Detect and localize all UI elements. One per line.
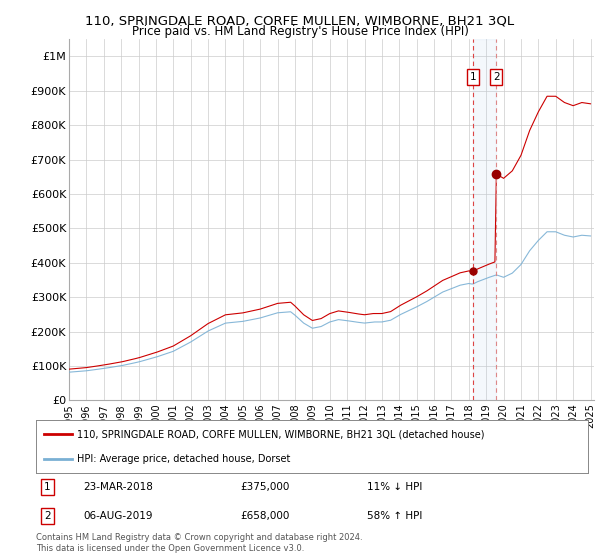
Text: 23-MAR-2018: 23-MAR-2018 <box>83 482 153 492</box>
Text: Price paid vs. HM Land Registry's House Price Index (HPI): Price paid vs. HM Land Registry's House … <box>131 25 469 38</box>
Bar <box>473 39 496 400</box>
Text: HPI: Average price, detached house, Dorset: HPI: Average price, detached house, Dors… <box>77 454 291 464</box>
Text: Contains HM Land Registry data © Crown copyright and database right 2024.
This d: Contains HM Land Registry data © Crown c… <box>36 533 362 553</box>
Text: 1: 1 <box>469 72 476 82</box>
Text: 06-AUG-2019: 06-AUG-2019 <box>83 511 152 521</box>
Text: 110, SPRINGDALE ROAD, CORFE MULLEN, WIMBORNE, BH21 3QL: 110, SPRINGDALE ROAD, CORFE MULLEN, WIMB… <box>85 14 515 27</box>
Text: 2: 2 <box>493 72 500 82</box>
Text: 110, SPRINGDALE ROAD, CORFE MULLEN, WIMBORNE, BH21 3QL (detached house): 110, SPRINGDALE ROAD, CORFE MULLEN, WIMB… <box>77 430 485 440</box>
Text: 1: 1 <box>44 482 51 492</box>
Text: 2: 2 <box>44 511 51 521</box>
Text: £658,000: £658,000 <box>240 511 290 521</box>
Text: 58% ↑ HPI: 58% ↑ HPI <box>367 511 422 521</box>
Text: 11% ↓ HPI: 11% ↓ HPI <box>367 482 422 492</box>
Text: £375,000: £375,000 <box>240 482 290 492</box>
